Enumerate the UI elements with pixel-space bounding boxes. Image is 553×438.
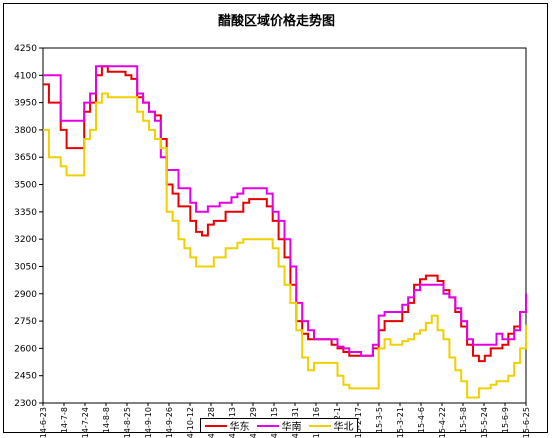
x-tick-label: 15-5-24 — [480, 407, 489, 438]
series-line-south — [43, 65, 527, 357]
y-tick-label: 3350 — [14, 208, 37, 218]
x-tick-label: 14-9-26 — [165, 407, 174, 438]
x-tick-label: 15-4-22 — [438, 407, 447, 438]
x-tick-label: 15-3-21 — [396, 407, 405, 438]
legend-label-east: 华东 — [229, 422, 250, 433]
y-tick-label: 3500 — [14, 181, 37, 191]
x-tick-label: 14-7-8 — [60, 407, 69, 433]
legend-swatch-east — [204, 424, 227, 427]
series-line-north — [43, 92, 527, 399]
x-tick-label: 14-6-23 — [39, 407, 48, 438]
x-tick-label: 15-6-25 — [522, 407, 531, 438]
x-tick-label: 15-6-9 — [501, 407, 510, 433]
y-tick-label: 4250 — [14, 44, 37, 54]
legend-item-south: 华南 — [256, 418, 302, 433]
y-tick-label: 3650 — [14, 153, 37, 163]
x-tick-label: 15-2-17 — [354, 407, 363, 438]
x-tick-label: 15-4-6 — [417, 407, 426, 433]
y-tick-label: 3950 — [14, 99, 37, 109]
x-tick-label: 14-8-8 — [102, 407, 111, 433]
x-tick-label: 15-3-5 — [375, 407, 384, 433]
y-tick-label: 2600 — [14, 344, 37, 354]
legend-label-south: 华南 — [281, 422, 302, 433]
x-tick-label: 14-10-12 — [186, 407, 195, 438]
x-tick-label: 14-7-24 — [81, 407, 90, 438]
series-lines — [43, 65, 527, 399]
legend-swatch-south — [256, 424, 279, 427]
legend-label-north: 华北 — [333, 422, 354, 433]
legend: 华东 华南 华北 — [200, 418, 358, 433]
y-tick-label: 3050 — [14, 262, 37, 272]
legend-item-north: 华北 — [308, 418, 354, 433]
x-tick-label: 14-9-10 — [144, 407, 153, 438]
x-tick-label: 15-5-8 — [459, 407, 468, 433]
legend-item-east: 华东 — [204, 418, 250, 433]
y-tick-label: 2750 — [14, 317, 37, 327]
y-tick-label: 2450 — [14, 372, 37, 382]
chart-title: 醋酸区域价格走势图 — [217, 14, 335, 29]
y-tick-label: 3200 — [14, 235, 37, 245]
legend-swatch-north — [308, 424, 331, 427]
y-tick-label: 2300 — [14, 399, 37, 409]
y-tick-label: 3800 — [14, 126, 37, 136]
y-tick-label: 2900 — [14, 290, 37, 300]
x-tick-label: 14-8-25 — [123, 407, 132, 438]
y-tick-label: 4100 — [14, 71, 37, 81]
y-axis: 2300 2450 2600 2750 2900 3050 3200 3350 3500 3650… — [14, 44, 43, 409]
